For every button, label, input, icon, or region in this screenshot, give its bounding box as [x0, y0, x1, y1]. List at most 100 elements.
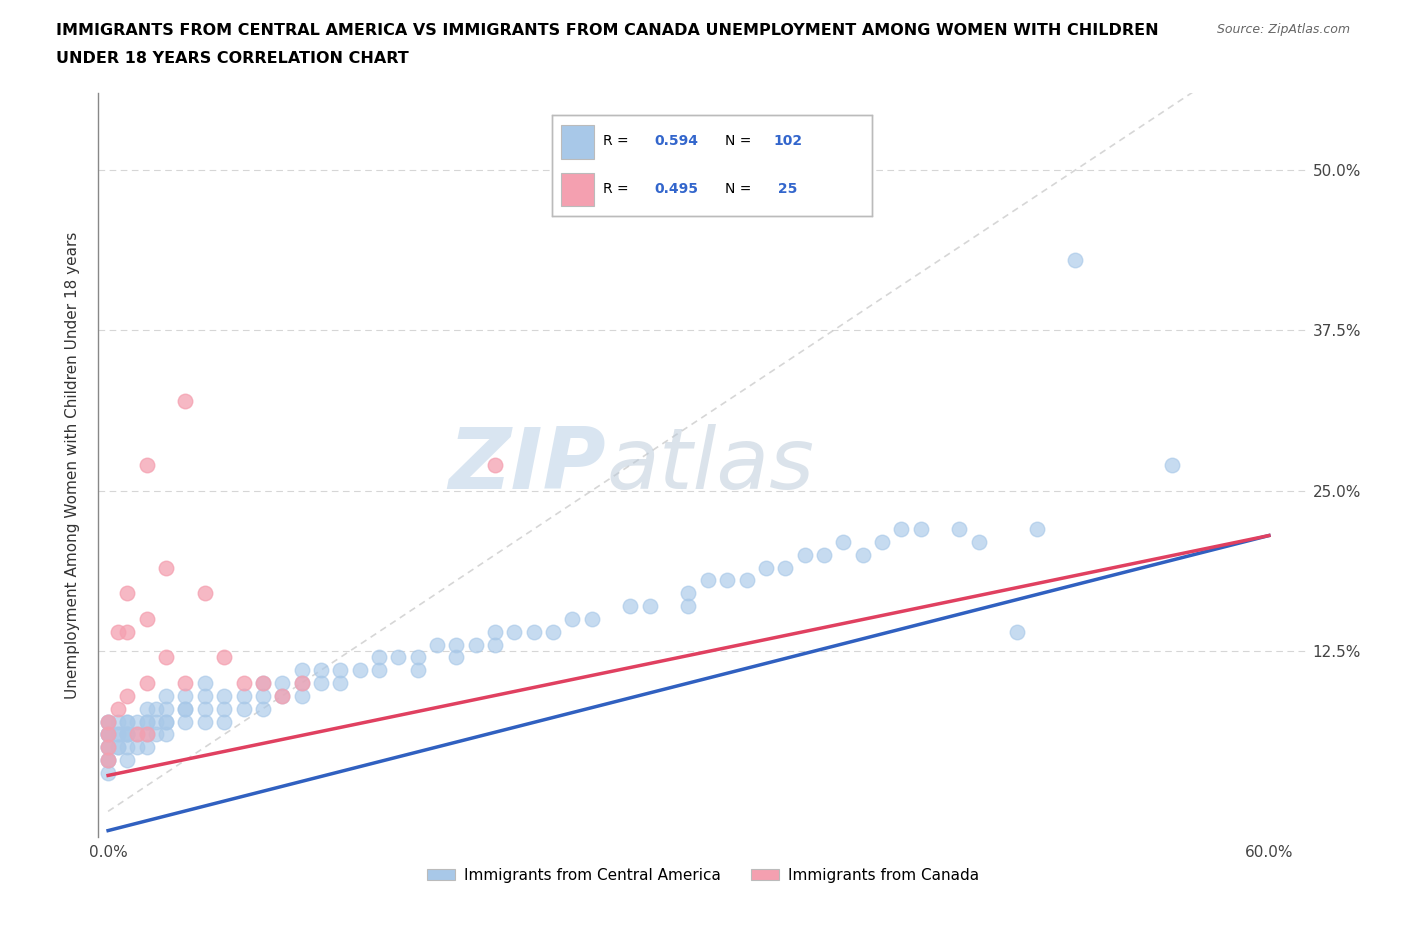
Point [464, 637, 486, 652]
Point [135, 458, 157, 472]
Point [755, 560, 778, 575]
Point [97, 727, 120, 742]
Point [638, 599, 661, 614]
Point [194, 586, 217, 601]
Point [107, 727, 129, 742]
Point [97, 739, 120, 754]
Point [97, 765, 120, 780]
Point [446, 650, 468, 665]
Point [145, 701, 167, 716]
Point [406, 663, 429, 678]
Point [155, 650, 177, 665]
Point [232, 675, 254, 690]
Point [271, 675, 294, 690]
Point [1007, 624, 1029, 639]
Point [813, 548, 835, 563]
Point [97, 727, 120, 742]
Point [135, 727, 157, 742]
Point [581, 612, 603, 627]
Point [329, 675, 352, 690]
Point [107, 739, 129, 754]
Point [97, 752, 120, 767]
Point [127, 727, 149, 742]
Point [212, 701, 235, 716]
Point [309, 675, 332, 690]
Point [406, 650, 429, 665]
Point [967, 535, 990, 550]
Point [484, 624, 506, 639]
Point [155, 701, 177, 716]
Point [155, 727, 177, 742]
Point [793, 548, 815, 563]
Point [194, 675, 217, 690]
Point [97, 752, 120, 767]
Point [117, 714, 139, 729]
Point [910, 522, 932, 537]
Point [135, 714, 157, 729]
Text: UNDER 18 YEARS CORRELATION CHART: UNDER 18 YEARS CORRELATION CHART [56, 51, 409, 66]
Text: ZIP: ZIP [449, 423, 606, 507]
Point [252, 675, 274, 690]
Point [1161, 458, 1184, 472]
Point [773, 560, 796, 575]
Point [135, 701, 157, 716]
Point [832, 535, 855, 550]
Point [174, 688, 197, 703]
Point [117, 688, 139, 703]
Point [107, 714, 129, 729]
Point [127, 739, 149, 754]
Point [194, 714, 217, 729]
Point [870, 535, 893, 550]
Point [716, 573, 738, 588]
Legend: Immigrants from Central America, Immigrants from Canada: Immigrants from Central America, Immigra… [420, 862, 986, 889]
Point [174, 701, 197, 716]
Point [107, 739, 129, 754]
Point [107, 624, 129, 639]
Point [252, 701, 274, 716]
Point [145, 714, 167, 729]
Point [232, 701, 254, 716]
Point [97, 739, 120, 754]
Point [97, 714, 120, 729]
Point [678, 586, 700, 601]
Point [232, 688, 254, 703]
Point [735, 573, 758, 588]
Point [290, 688, 312, 703]
Text: IMMIGRANTS FROM CENTRAL AMERICA VS IMMIGRANTS FROM CANADA UNEMPLOYMENT AMONG WOM: IMMIGRANTS FROM CENTRAL AMERICA VS IMMIG… [56, 23, 1159, 38]
Point [387, 650, 409, 665]
Point [368, 663, 391, 678]
Point [252, 675, 274, 690]
Point [97, 714, 120, 729]
Point [1064, 252, 1087, 267]
Point [135, 727, 157, 742]
Point [309, 663, 332, 678]
Point [329, 663, 352, 678]
Point [135, 714, 157, 729]
Point [145, 727, 167, 742]
Point [135, 612, 157, 627]
Point [127, 714, 149, 729]
Point [484, 637, 506, 652]
Point [290, 663, 312, 678]
Point [349, 663, 371, 678]
Point [155, 714, 177, 729]
Point [117, 586, 139, 601]
Point [271, 688, 294, 703]
Point [678, 599, 700, 614]
Point [948, 522, 970, 537]
Point [212, 714, 235, 729]
Point [290, 675, 312, 690]
Point [696, 573, 718, 588]
Point [117, 727, 139, 742]
Text: atlas: atlas [606, 423, 814, 507]
Point [107, 701, 129, 716]
Point [155, 560, 177, 575]
Point [135, 739, 157, 754]
Point [523, 624, 546, 639]
Point [271, 688, 294, 703]
Point [174, 393, 197, 408]
Point [97, 739, 120, 754]
Point [503, 624, 526, 639]
Point [97, 714, 120, 729]
Point [290, 675, 312, 690]
